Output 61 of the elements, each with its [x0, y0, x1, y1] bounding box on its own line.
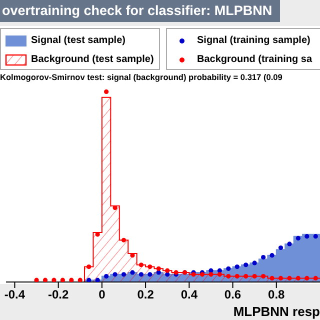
point: [86, 264, 92, 270]
point: [287, 242, 292, 246]
point: [261, 274, 266, 279]
point: [104, 89, 109, 94]
x-tick-label: 0.4: [180, 288, 198, 302]
point: [42, 278, 48, 282]
point: [252, 260, 257, 266]
legend-label: Signal (training sample): [197, 35, 310, 46]
x-tick-label: 0: [98, 288, 106, 302]
point: [156, 270, 161, 275]
legend-label: Signal (test sample): [31, 35, 126, 46]
point: [270, 253, 274, 258]
point: [138, 262, 144, 268]
point: [52, 278, 56, 282]
point: [226, 274, 231, 279]
point: [252, 274, 257, 279]
x-tick-label: 0.8: [268, 288, 286, 302]
point: [121, 238, 126, 242]
point: [60, 278, 65, 282]
point: [270, 276, 274, 280]
point: [148, 272, 152, 277]
point: [296, 236, 300, 241]
text: Kolmogorov-Smirnov test: signal (background) probability = 0.317 (0.09: [0, 72, 282, 82]
point: [278, 245, 284, 250]
legend-label: Background (training sa: [197, 54, 312, 65]
point: [69, 278, 74, 282]
x-tick-label: 0.2: [137, 288, 154, 302]
chart-title: overtraining check for classifier: MLPBNN: [0, 0, 280, 22]
point: [34, 278, 39, 282]
legend-label: Background (test sample): [31, 54, 154, 65]
point: [278, 276, 284, 280]
point: [287, 276, 292, 280]
point: [261, 254, 266, 260]
point: [95, 278, 100, 282]
point: [138, 272, 144, 277]
point: [208, 272, 214, 277]
point: [165, 272, 170, 277]
point: [304, 234, 310, 239]
point: [156, 266, 161, 271]
point: [234, 274, 240, 279]
point: [244, 262, 248, 268]
point: [226, 266, 231, 271]
point: [234, 264, 240, 270]
point: [296, 276, 300, 280]
point: [165, 268, 170, 273]
point: [304, 276, 310, 280]
point: [104, 274, 109, 279]
x-tick-label: -0.4: [4, 288, 26, 302]
point: [112, 272, 118, 277]
x-tick-label: 0.6: [224, 288, 242, 302]
point: [130, 270, 135, 275]
point: [86, 278, 92, 282]
x-axis-title: MLPBNN resp: [233, 304, 320, 319]
point: [78, 278, 82, 282]
point: [313, 276, 318, 280]
x-tick-label: -0.2: [48, 288, 69, 302]
point: [217, 272, 222, 277]
point: [244, 274, 248, 279]
point: [121, 272, 126, 277]
point: [313, 234, 318, 239]
point: [148, 264, 152, 270]
